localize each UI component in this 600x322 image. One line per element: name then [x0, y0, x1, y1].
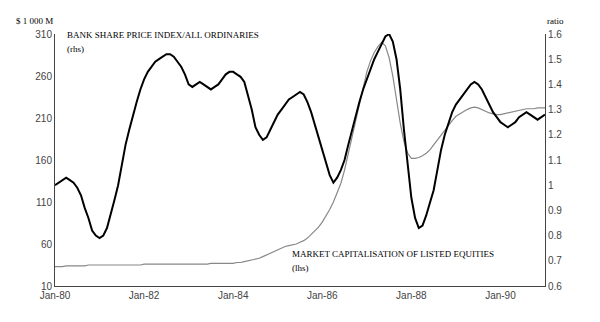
svg-text:0.9: 0.9: [548, 205, 562, 216]
svg-text:$ 1 000 M: $ 1 000 M: [16, 16, 53, 26]
svg-text:Jan-80: Jan-80: [40, 290, 71, 301]
svg-text:Jan-82: Jan-82: [129, 290, 160, 301]
svg-text:0.7: 0.7: [548, 255, 562, 266]
svg-text:1.1: 1.1: [548, 155, 562, 166]
svg-text:Jan-88: Jan-88: [396, 290, 427, 301]
svg-text:ratio: ratio: [547, 16, 564, 26]
svg-text:Jan-84: Jan-84: [218, 290, 249, 301]
svg-text:0.6: 0.6: [548, 281, 562, 292]
svg-text:1.2: 1.2: [548, 129, 562, 140]
svg-text:1.5: 1.5: [548, 54, 562, 65]
svg-text:110: 110: [36, 197, 52, 208]
svg-text:Jan-86: Jan-86: [307, 290, 338, 301]
svg-text:BANK SHARE PRICE INDEX/ALL ORD: BANK SHARE PRICE INDEX/ALL ORDINARIES: [67, 30, 259, 40]
svg-text:1.4: 1.4: [548, 79, 562, 90]
svg-text:1.3: 1.3: [548, 104, 562, 115]
svg-text:260: 260: [35, 71, 52, 82]
svg-text:60: 60: [41, 239, 53, 250]
svg-text:1: 1: [548, 180, 554, 191]
svg-text:160: 160: [35, 155, 52, 166]
svg-text:210: 210: [35, 113, 52, 124]
svg-text:10: 10: [41, 281, 53, 292]
svg-text:1.6: 1.6: [548, 29, 562, 40]
svg-text:(lhs): (lhs): [292, 263, 309, 273]
svg-text:Jan-90: Jan-90: [485, 290, 516, 301]
svg-text:MARKET CAPITALISATION OF LISTE: MARKET CAPITALISATION OF LISTED EQUITIES: [292, 249, 494, 259]
svg-text:310: 310: [35, 29, 52, 40]
svg-text:(rhs): (rhs): [67, 44, 84, 54]
svg-text:0.8: 0.8: [548, 230, 562, 241]
